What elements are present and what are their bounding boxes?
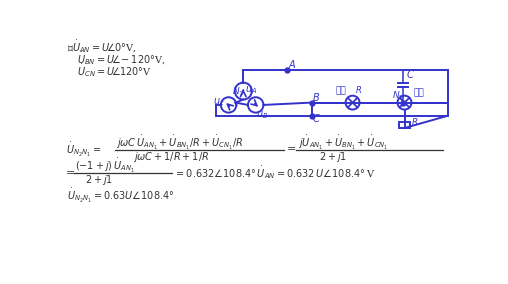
Text: B: B [313,93,320,103]
Text: C: C [313,114,320,124]
Text: $N_2$: $N_2$ [392,90,404,102]
Text: $\dot{U}_{CN}=U\!\angle\!120°$V: $\dot{U}_{CN}=U\!\angle\!120°$V [77,62,151,79]
Text: $(-1+j)\,\dot{U}_{AN_1}$: $(-1+j)\,\dot{U}_{AN_1}$ [75,157,135,175]
Text: $u_B$: $u_B$ [257,109,269,121]
Text: $u_c$: $u_c$ [213,96,225,108]
Text: 灯泡: 灯泡 [335,86,346,95]
Text: $u_A$: $u_A$ [245,84,257,96]
Text: R: R [411,118,418,127]
Text: 设$\dot{U}_{AN}=U\!\angle\!0°$V,: 设$\dot{U}_{AN}=U\!\angle\!0°$V, [68,39,137,55]
Text: R: R [356,86,362,95]
Text: $2+j1$: $2+j1$ [319,149,347,164]
Text: 灯泡: 灯泡 [413,88,424,97]
Text: =: = [66,168,75,178]
Text: $\dot{U}_{BN}=U\!\angle\!-120°$V,: $\dot{U}_{BN}=U\!\angle\!-120°$V, [77,50,165,67]
Text: $=0.632\angle108.4°\,\dot{U}_{AN}=0.632\,U\angle108.4°\,$V: $=0.632\angle108.4°\,\dot{U}_{AN}=0.632\… [174,164,375,181]
Text: $j\dot{U}_{AN_1}+\dot{U}_{BN_1}+\dot{U}_{CN_1}$: $j\dot{U}_{AN_1}+\dot{U}_{BN_1}+\dot{U}_… [298,133,388,152]
Text: =: = [287,145,296,154]
Text: $j\omega C+1/R+1/R$: $j\omega C+1/R+1/R$ [133,149,209,164]
Text: $\dot{U}_{N_2N_1}=0.63U\angle108.4°$: $\dot{U}_{N_2N_1}=0.63U\angle108.4°$ [68,187,175,205]
Text: $2+j1$: $2+j1$ [85,173,113,187]
Text: C: C [407,70,414,80]
Text: $j\omega C\,\dot{U}_{AN_1}+\dot{U}_{BN_1}/R+\dot{U}_{CN_1}/R$: $j\omega C\,\dot{U}_{AN_1}+\dot{U}_{BN_1… [116,133,243,152]
Text: $\dot{U}_{N_2N_1}=$: $\dot{U}_{N_2N_1}=$ [66,141,101,159]
Text: A: A [288,60,295,70]
Text: $N_1$: $N_1$ [232,85,244,98]
Bar [399,122,410,128]
